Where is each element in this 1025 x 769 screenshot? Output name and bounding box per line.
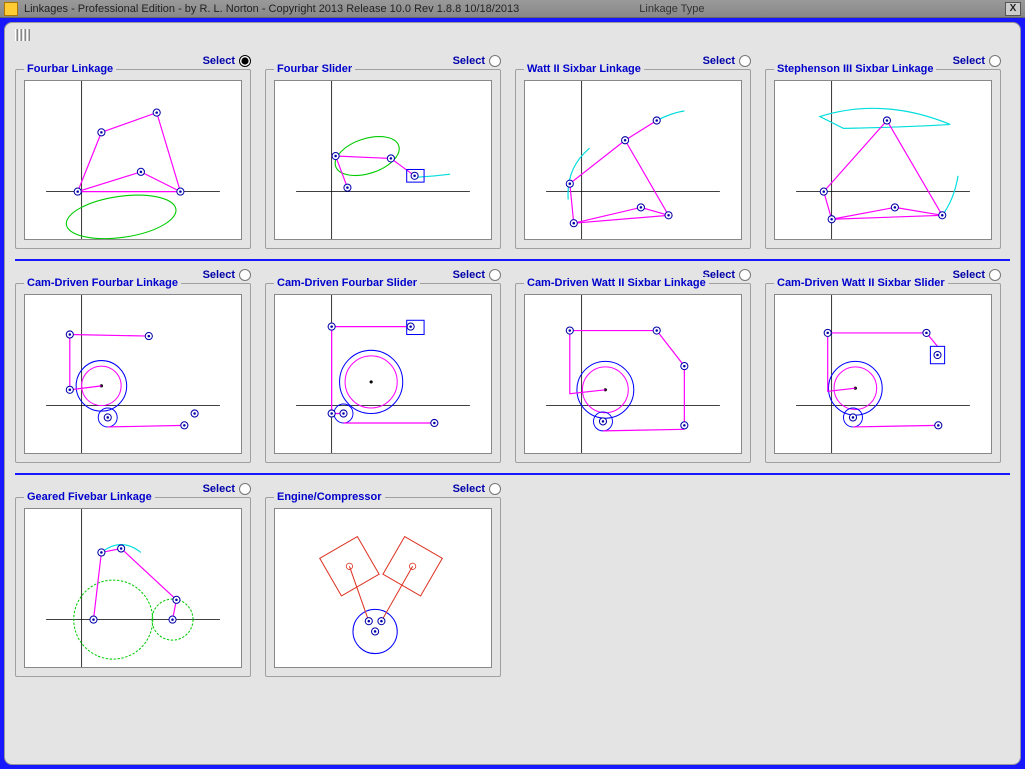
app-icon <box>4 2 18 16</box>
linkage-thumbnail[interactable] <box>524 294 742 454</box>
linkage-thumbnail[interactable] <box>524 80 742 240</box>
select-label: Select <box>203 269 235 281</box>
linkage-cell: Select Stephenson III Sixbar Linkage <box>765 53 1001 249</box>
linkage-cell: Select Cam-Driven Fourbar Linkage <box>15 267 251 463</box>
select-label: Select <box>953 55 985 67</box>
linkage-title: Cam-Driven Watt II Sixbar Linkage <box>524 277 709 289</box>
linkage-row: Select Geared Fivebar Linkage Select Eng… <box>15 473 1010 687</box>
linkage-cell: Select Cam-Driven Watt II Sixbar Linkage <box>515 267 751 463</box>
linkage-groupbox: Stephenson III Sixbar Linkage <box>765 69 1001 249</box>
linkage-groupbox: Cam-Driven Watt II Sixbar Slider <box>765 283 1001 463</box>
linkage-type-label: Linkage Type <box>639 3 704 15</box>
linkage-row: Select Cam-Driven Fourbar Linkage Select <box>15 259 1010 473</box>
linkage-groupbox: Watt II Sixbar Linkage <box>515 69 751 249</box>
linkage-groupbox: Geared Fivebar Linkage <box>15 497 251 677</box>
close-icon[interactable]: X <box>1005 2 1021 16</box>
select-label: Select <box>453 55 485 67</box>
select-label: Select <box>203 483 235 495</box>
window-title: Linkages - Professional Edition - by R. … <box>24 3 519 15</box>
linkage-title: Engine/Compressor <box>274 491 385 503</box>
linkage-cell: Select Watt II Sixbar Linkage <box>515 53 751 249</box>
select-radio[interactable] <box>489 483 501 495</box>
select-label: Select <box>703 55 735 67</box>
linkage-cell: Select Fourbar Linkage <box>15 53 251 249</box>
select-radio[interactable] <box>739 55 751 67</box>
select-label: Select <box>453 269 485 281</box>
select-radio[interactable] <box>989 55 1001 67</box>
main-panel: Select Fourbar Linkage Select Fourbar Sl… <box>4 22 1021 765</box>
select-label: Select <box>203 55 235 67</box>
linkage-groupbox: Cam-Driven Fourbar Slider <box>265 283 501 463</box>
linkage-thumbnail[interactable] <box>274 508 492 668</box>
linkage-title: Fourbar Linkage <box>24 63 116 75</box>
select-label: Select <box>953 269 985 281</box>
linkage-thumbnail[interactable] <box>774 294 992 454</box>
linkage-row: Select Fourbar Linkage Select Fourbar Sl… <box>15 47 1010 259</box>
linkage-groupbox: Cam-Driven Watt II Sixbar Linkage <box>515 283 751 463</box>
linkage-groupbox: Fourbar Slider <box>265 69 501 249</box>
titlebar: Linkages - Professional Edition - by R. … <box>0 0 1025 18</box>
linkage-title: Cam-Driven Fourbar Slider <box>274 277 420 289</box>
linkage-groupbox: Engine/Compressor <box>265 497 501 677</box>
linkage-thumbnail[interactable] <box>274 294 492 454</box>
linkage-title: Watt II Sixbar Linkage <box>524 63 644 75</box>
linkage-cell: Select Engine/Compressor <box>265 481 501 677</box>
linkage-thumbnail[interactable] <box>24 508 242 668</box>
linkage-cell: Select Cam-Driven Watt II Sixbar Slider <box>765 267 1001 463</box>
select-radio[interactable] <box>239 269 251 281</box>
grip-handle[interactable] <box>15 29 43 43</box>
linkage-groupbox: Cam-Driven Fourbar Linkage <box>15 283 251 463</box>
linkage-title: Geared Fivebar Linkage <box>24 491 155 503</box>
linkage-title: Stephenson III Sixbar Linkage <box>774 63 936 75</box>
linkage-title: Cam-Driven Watt II Sixbar Slider <box>774 277 948 289</box>
linkage-thumbnail[interactable] <box>274 80 492 240</box>
select-radio[interactable] <box>489 269 501 281</box>
linkage-cell: Select Cam-Driven Fourbar Slider <box>265 267 501 463</box>
select-radio[interactable] <box>739 269 751 281</box>
linkage-thumbnail[interactable] <box>24 294 242 454</box>
select-radio[interactable] <box>489 55 501 67</box>
select-radio[interactable] <box>989 269 1001 281</box>
linkage-title: Fourbar Slider <box>274 63 355 75</box>
select-label: Select <box>453 483 485 495</box>
linkage-cell: Select Fourbar Slider <box>265 53 501 249</box>
linkage-cell: Select Geared Fivebar Linkage <box>15 481 251 677</box>
linkage-title: Cam-Driven Fourbar Linkage <box>24 277 181 289</box>
select-radio[interactable] <box>239 55 251 67</box>
linkage-groupbox: Fourbar Linkage <box>15 69 251 249</box>
linkage-thumbnail[interactable] <box>24 80 242 240</box>
linkage-thumbnail[interactable] <box>774 80 992 240</box>
select-radio[interactable] <box>239 483 251 495</box>
